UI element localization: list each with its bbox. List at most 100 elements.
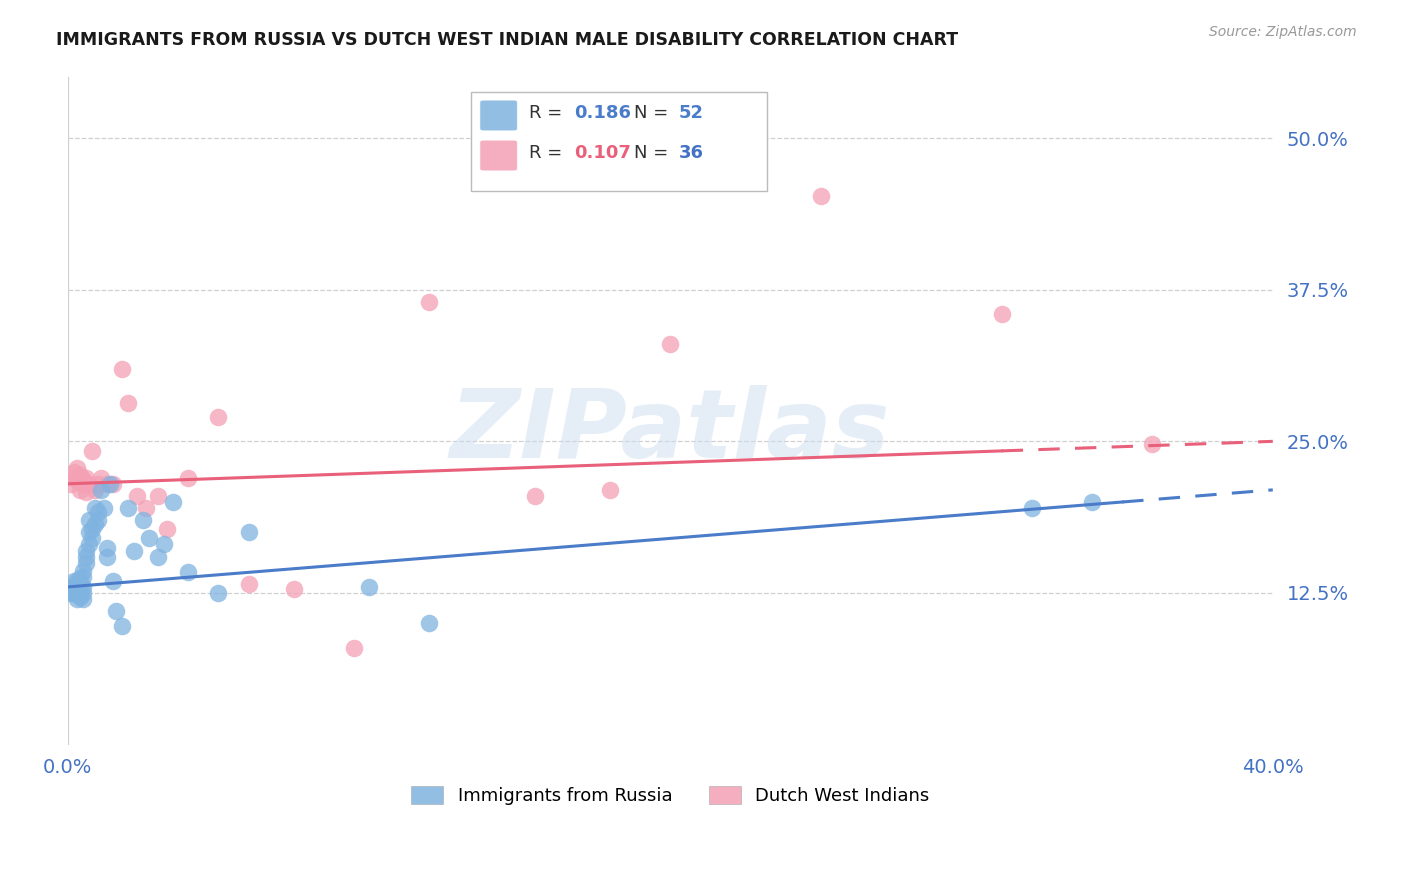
Point: [72, 580, 94, 594]
Point: [69, 577, 91, 591]
Point: [238, 577, 260, 591]
Point: [98, 476, 121, 491]
FancyBboxPatch shape: [479, 140, 517, 171]
Point: [75, 471, 97, 485]
Point: [1021, 501, 1043, 516]
Text: R =: R =: [529, 103, 568, 122]
Point: [66, 580, 89, 594]
Point: [156, 522, 179, 536]
Point: [93, 501, 115, 516]
Point: [135, 501, 157, 516]
Point: [283, 582, 305, 597]
Point: [63, 465, 86, 479]
Point: [77, 537, 100, 551]
Point: [138, 532, 160, 546]
Point: [343, 640, 366, 655]
Point: [87, 505, 110, 519]
Point: [80, 444, 103, 458]
Point: [59, 580, 82, 594]
Point: [84, 483, 107, 497]
Point: [117, 501, 139, 516]
Point: [66, 473, 89, 487]
Legend: Immigrants from Russia, Dutch West Indians: Immigrants from Russia, Dutch West India…: [404, 779, 936, 813]
Point: [238, 525, 260, 540]
Point: [111, 361, 134, 376]
Point: [1142, 437, 1164, 451]
Point: [59, 586, 82, 600]
Point: [96, 541, 118, 555]
Point: [418, 616, 440, 631]
Point: [84, 516, 107, 531]
Point: [117, 395, 139, 409]
Point: [990, 307, 1012, 321]
Point: [63, 586, 86, 600]
Point: [66, 574, 89, 588]
Text: R =: R =: [529, 144, 568, 161]
Point: [72, 586, 94, 600]
Point: [177, 471, 200, 485]
Point: [75, 543, 97, 558]
FancyBboxPatch shape: [471, 92, 766, 191]
Point: [69, 583, 91, 598]
Point: [148, 489, 170, 503]
Point: [523, 489, 546, 503]
Point: [122, 543, 145, 558]
Point: [87, 476, 110, 491]
Point: [59, 476, 82, 491]
Text: 52: 52: [679, 103, 704, 122]
Point: [96, 476, 118, 491]
Text: IMMIGRANTS FROM RUSSIA VS DUTCH WEST INDIAN MALE DISABILITY CORRELATION CHART: IMMIGRANTS FROM RUSSIA VS DUTCH WEST IND…: [56, 31, 959, 49]
Point: [810, 189, 832, 203]
Point: [72, 564, 94, 578]
Text: 36: 36: [679, 144, 704, 161]
Point: [63, 471, 86, 485]
Point: [418, 294, 440, 309]
Point: [77, 525, 100, 540]
Point: [63, 574, 86, 588]
Point: [153, 537, 176, 551]
Point: [207, 410, 229, 425]
Point: [357, 580, 380, 594]
Point: [75, 556, 97, 570]
Point: [80, 522, 103, 536]
Text: N =: N =: [634, 144, 673, 161]
Point: [90, 483, 112, 497]
Point: [75, 549, 97, 564]
Text: 0.107: 0.107: [574, 144, 631, 161]
Point: [659, 337, 682, 351]
Point: [148, 549, 170, 564]
Point: [66, 461, 89, 475]
Point: [101, 476, 124, 491]
Point: [72, 570, 94, 584]
Point: [77, 476, 100, 491]
Text: ZIPatlas: ZIPatlas: [450, 384, 890, 477]
Text: Source: ZipAtlas.com: Source: ZipAtlas.com: [1209, 25, 1357, 39]
Point: [162, 495, 184, 509]
Point: [69, 571, 91, 585]
Point: [75, 485, 97, 500]
Point: [101, 574, 124, 588]
Text: N =: N =: [634, 103, 673, 122]
Point: [1081, 495, 1104, 509]
Point: [96, 549, 118, 564]
Point: [66, 592, 89, 607]
FancyBboxPatch shape: [479, 100, 517, 131]
Point: [132, 513, 155, 527]
Point: [87, 513, 110, 527]
Point: [80, 532, 103, 546]
Point: [105, 604, 128, 618]
Point: [72, 476, 94, 491]
Point: [599, 483, 621, 497]
Point: [69, 483, 91, 497]
Point: [90, 471, 112, 485]
Point: [127, 489, 149, 503]
Point: [66, 586, 89, 600]
Point: [177, 566, 200, 580]
Point: [69, 590, 91, 604]
Point: [77, 513, 100, 527]
Point: [84, 501, 107, 516]
Text: 0.186: 0.186: [574, 103, 631, 122]
Point: [72, 473, 94, 487]
Point: [69, 468, 91, 483]
Point: [207, 586, 229, 600]
